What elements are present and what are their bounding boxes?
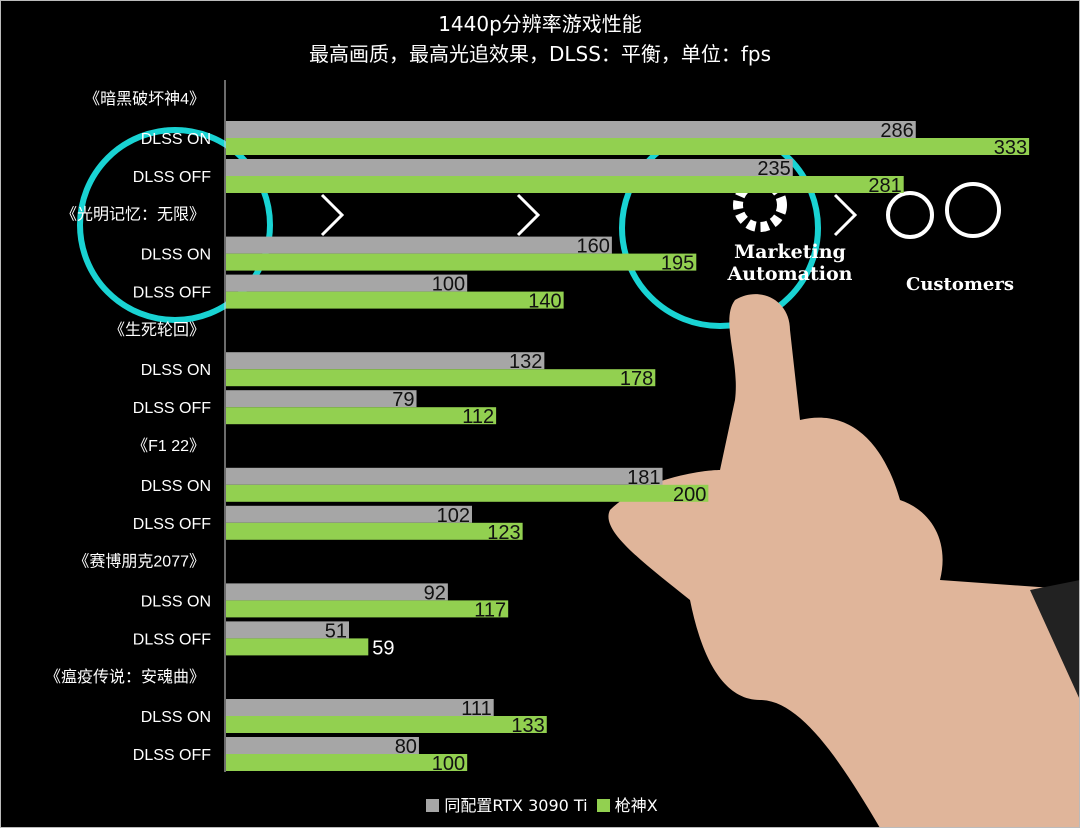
bar	[226, 253, 697, 271]
data-label: 178	[620, 368, 653, 390]
subcategory-label: DLSS OFF	[133, 747, 211, 764]
subcategory-label: DLSS OFF	[133, 400, 211, 417]
bar	[226, 467, 663, 485]
bar	[226, 600, 509, 618]
data-label: 100	[432, 274, 465, 296]
data-label: 111	[461, 698, 491, 720]
group-label: 《瘟疫传说：安魂曲》	[45, 668, 205, 686]
legend: 同配置RTX 3090 Ti 枪神X	[0, 792, 1080, 816]
bar	[226, 236, 612, 254]
bar	[226, 716, 547, 733]
bar	[226, 522, 523, 540]
bar	[226, 407, 497, 425]
chart-subtitle: 最高画质，最高光追效果，DLSS：平衡，单位：fps	[308, 42, 772, 66]
data-label: 286	[880, 120, 913, 142]
subcategory-label: DLSS ON	[141, 478, 211, 495]
bar	[226, 121, 916, 138]
bar	[226, 138, 1030, 155]
subcategory-label: DLSS OFF	[133, 631, 211, 648]
bar	[226, 369, 656, 387]
data-label: 51	[325, 620, 347, 642]
data-label: 80	[395, 736, 417, 758]
legend-label-rtx3090ti: 同配置RTX 3090 Ti	[444, 796, 588, 815]
subcategory-label: DLSS OFF	[133, 285, 211, 302]
data-label: 59	[372, 637, 394, 659]
chart-title: 1440p分辨率游戏性能	[438, 12, 642, 36]
ring-left	[77, 127, 273, 323]
bar	[226, 638, 369, 656]
bar	[226, 505, 472, 523]
customers-icon	[886, 182, 1001, 239]
data-label: 112	[462, 406, 494, 428]
group-label: 《赛博朋克2077》	[73, 551, 205, 570]
bar	[226, 484, 709, 502]
legend-label-qiangshenx: 枪神X	[614, 796, 658, 815]
bg-text-automation: Automation	[727, 263, 853, 285]
bar	[226, 621, 349, 639]
bar	[226, 737, 419, 754]
chevron-icons	[320, 193, 858, 237]
legend-swatch-qiangshenx	[596, 799, 610, 812]
data-label: 92	[424, 582, 446, 604]
data-label: 79	[392, 389, 414, 411]
group-label: 《光明记忆：无限》	[61, 206, 205, 224]
bar	[226, 274, 468, 292]
subcategory-label: DLSS OFF	[133, 516, 211, 533]
subcategory-label: DLSS ON	[141, 709, 211, 726]
subcategory-label: DLSS ON	[141, 593, 211, 610]
gear-icon	[733, 178, 787, 232]
subcategory-label: DLSS ON	[141, 362, 211, 379]
bar	[226, 699, 494, 716]
bg-text-customers: Customers	[906, 274, 1014, 295]
group-label: 《F1 22》	[132, 438, 205, 455]
bar	[226, 159, 793, 176]
bar	[226, 176, 904, 193]
bar	[226, 583, 448, 601]
subcategory-label: DLSS ON	[141, 247, 211, 264]
bar	[226, 390, 417, 408]
hand-image	[608, 294, 1080, 828]
bar	[226, 352, 545, 370]
data-label: 195	[661, 253, 694, 275]
data-label: 333	[994, 137, 1027, 159]
data-label: 117	[474, 599, 506, 621]
group-label: 《生死轮回》	[109, 321, 205, 339]
data-label: 281	[868, 175, 901, 197]
data-label: 102	[437, 505, 470, 527]
subcategory-label: DLSS OFF	[133, 169, 211, 186]
data-label: 132	[509, 351, 542, 373]
data-label: 200	[673, 484, 706, 506]
group-label: 《暗黑破坏神4》	[84, 90, 205, 108]
data-label: 181	[627, 467, 660, 489]
data-label: 160	[577, 236, 610, 258]
data-label: 235	[757, 158, 790, 180]
data-label: 133	[511, 715, 544, 737]
data-label: 140	[528, 291, 561, 313]
data-label: 123	[487, 522, 520, 544]
data-label: 100	[432, 753, 465, 775]
bg-text-marketing: Marketing	[734, 241, 846, 263]
legend-swatch-rtx3090ti	[426, 799, 440, 812]
bar	[226, 291, 564, 309]
subcategory-label: DLSS ON	[141, 131, 211, 148]
bar	[226, 754, 468, 771]
